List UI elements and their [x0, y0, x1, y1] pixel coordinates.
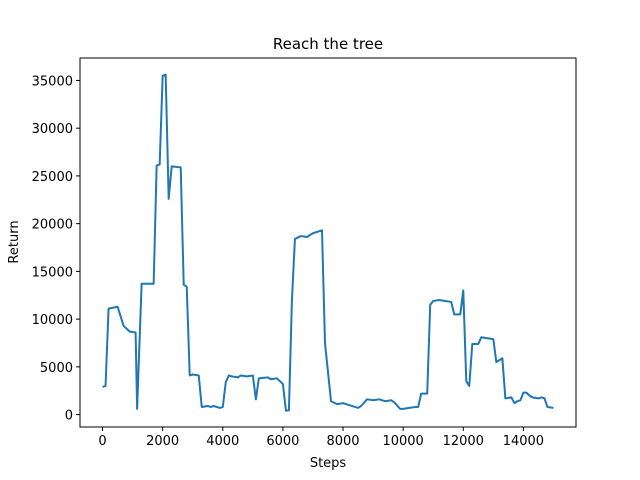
x-axis-label: Steps	[310, 456, 347, 471]
y-tick-label: 30000	[32, 122, 73, 137]
line	[102, 73, 554, 412]
x-tick-label: 2000	[146, 434, 179, 449]
x-tick-label: 0	[98, 434, 106, 449]
y-tick-label: 15000	[32, 265, 73, 280]
y-tick-label: 20000	[32, 218, 73, 233]
y-tick-label: 35000	[32, 74, 73, 89]
x-tick-label: 14000	[503, 434, 544, 449]
y-tick-label: 5000	[40, 361, 73, 376]
y-axis-label: Return	[7, 220, 22, 263]
y-tick-label: 10000	[32, 313, 73, 328]
x-tick-label: 4000	[206, 434, 239, 449]
x-tick-label: 8000	[326, 434, 359, 449]
x-tick-label: 10000	[382, 434, 423, 449]
y-tick-label: 25000	[32, 170, 73, 185]
chart-title: Reach the tree	[273, 35, 383, 53]
plot-frame	[79, 57, 577, 428]
y-tick-label: 0	[65, 409, 73, 424]
x-tick-label: 12000	[443, 434, 484, 449]
x-tick-label: 6000	[266, 434, 299, 449]
